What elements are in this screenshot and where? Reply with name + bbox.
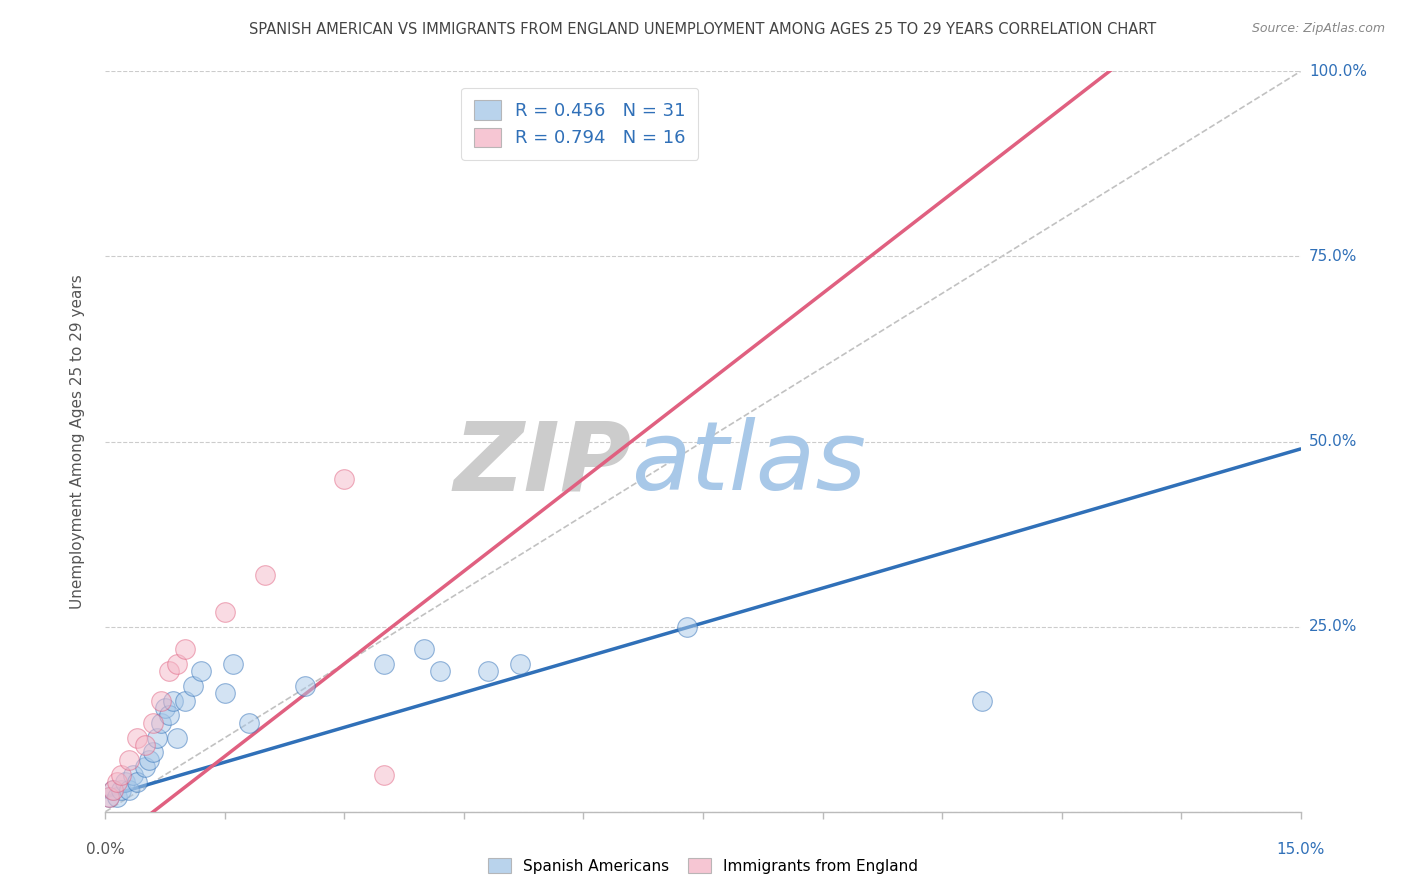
Point [413,641,436,656]
Point [174,694,197,708]
Point [127,731,149,745]
Point [118,782,141,797]
Point [509,657,531,671]
Point [238,715,260,730]
Point [153,701,177,715]
Point [98,789,121,804]
Point [103,782,125,797]
Text: 25.0%: 25.0% [1309,619,1357,634]
Point [157,708,180,723]
Point [138,753,160,767]
Point [142,715,165,730]
Point [157,664,180,678]
Point [253,567,276,582]
Point [103,782,125,797]
Point [134,738,156,752]
Point [174,641,197,656]
Point [214,686,236,700]
Point [150,694,173,708]
Point [477,664,499,678]
Point [970,694,993,708]
Point [373,657,395,671]
Text: Source: ZipAtlas.com: Source: ZipAtlas.com [1251,22,1385,36]
Point [142,746,165,760]
Text: SPANISH AMERICAN VS IMMIGRANTS FROM ENGLAND UNEMPLOYMENT AMONG AGES 25 TO 29 YEA: SPANISH AMERICAN VS IMMIGRANTS FROM ENGL… [249,22,1157,37]
Point [107,789,129,804]
Text: atlas: atlas [631,417,866,510]
Point [134,760,156,774]
Point [127,775,149,789]
Point [110,782,132,797]
Point [110,767,132,781]
Y-axis label: Unemployment Among Ages 25 to 29 years: Unemployment Among Ages 25 to 29 years [70,274,84,609]
Text: 100.0%: 100.0% [1309,64,1367,78]
Legend: Spanish Americans, Immigrants from England: Spanish Americans, Immigrants from Engla… [482,852,924,880]
Point [122,767,145,781]
Point [181,679,204,693]
Point [150,715,173,730]
Point [222,657,245,671]
Point [190,664,212,678]
Point [214,605,236,619]
Point [162,694,184,708]
Text: 75.0%: 75.0% [1309,249,1357,264]
Point [114,775,136,789]
Legend: R = 0.456   N = 31, R = 0.794   N = 16: R = 0.456 N = 31, R = 0.794 N = 16 [461,87,699,160]
Point [294,679,316,693]
Point [98,789,121,804]
Text: 50.0%: 50.0% [1309,434,1357,449]
Point [166,657,188,671]
Text: 0.0%: 0.0% [86,842,125,857]
Point [373,767,395,781]
Text: 15.0%: 15.0% [1277,842,1324,857]
Point [166,731,188,745]
Point [676,619,699,633]
Point [118,753,141,767]
Point [146,731,169,745]
Point [107,775,129,789]
Point [429,664,451,678]
Point [333,472,356,486]
Text: ZIP: ZIP [453,417,631,510]
